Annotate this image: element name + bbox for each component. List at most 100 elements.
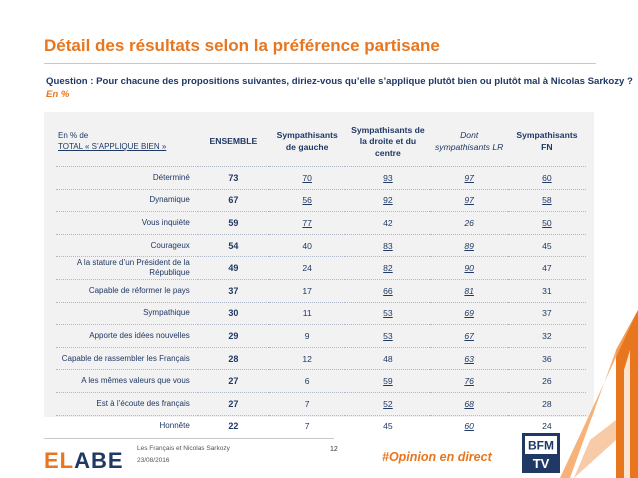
cell-ensemble: 54 — [197, 233, 269, 257]
cell-ensemble: 73 — [197, 166, 269, 190]
cell-fn: 50 — [507, 211, 586, 235]
cell-lr: 97 — [430, 166, 508, 190]
table-row: A la stature d’un Président de la Républ… — [56, 256, 586, 280]
cell-fn: 36 — [507, 346, 586, 370]
cell-droite-centre: 92 — [345, 188, 431, 212]
cell-ensemble: 29 — [197, 324, 269, 348]
row-label: Est à l’écoute des français — [56, 391, 198, 416]
cell-droite-centre: 53 — [345, 324, 431, 348]
cell-droite-centre: 93 — [345, 166, 431, 190]
footer-date: 23/08/2016 — [137, 457, 170, 465]
col-header-lr: Dont sympathisants LR — [435, 130, 504, 152]
cell-gauche: 77 — [268, 211, 346, 235]
question-text: Question : Pour chacune des propositions… — [46, 76, 633, 87]
decorative-a-shape-icon — [560, 310, 638, 478]
row-label: A la stature d’un Président de la Républ… — [56, 256, 198, 280]
results-table-panel: En % de TOTAL « S’APPLIQUE BIEN » ENSEMB… — [44, 112, 594, 438]
cell-fn: 24 — [507, 414, 586, 438]
table-row: Sympathique 30 11 53 69 37 — [56, 301, 586, 325]
cell-lr: 81 — [430, 278, 508, 303]
cell-lr: 90 — [430, 256, 508, 280]
cell-gauche: 6 — [268, 369, 346, 393]
cell-gauche: 24 — [268, 256, 346, 280]
table-body: Déterminé 73 70 93 97 60 Dynamique 67 56 92 97 58 Vo… — [56, 166, 586, 438]
row-header: En % de TOTAL « S’APPLIQUE BIEN » — [56, 118, 198, 167]
page-number: 12 — [330, 446, 338, 453]
col-header-ensemble: ENSEMBLE — [209, 136, 258, 147]
cell-lr: 97 — [430, 188, 508, 212]
cell-gauche: 56 — [268, 188, 346, 212]
cell-fn: 58 — [507, 188, 586, 212]
col-header-fn: Sympathisants FN — [516, 130, 578, 152]
cell-fn: 37 — [507, 301, 586, 325]
cell-lr: 68 — [430, 391, 508, 416]
cell-droite-centre: 66 — [345, 278, 431, 303]
cell-droite-centre: 52 — [345, 391, 431, 416]
cell-ensemble: 27 — [197, 391, 269, 416]
tv-logo-bottom-text: TV — [533, 456, 550, 471]
cell-ensemble: 49 — [197, 256, 269, 280]
row-label: Dynamique — [56, 188, 198, 212]
cell-lr: 63 — [430, 346, 508, 370]
cell-lr: 67 — [430, 324, 508, 348]
col-header-droite-centre: Sympathisants de la droite et du centre — [351, 124, 425, 158]
cell-lr: 60 — [430, 414, 508, 438]
row-label: Capable de réformer le pays — [56, 278, 198, 303]
table-header-row: En % de TOTAL « S’APPLIQUE BIEN » ENSEMB… — [56, 118, 586, 167]
table-row: Est à l’écoute des français 27 7 52 68 28 — [56, 391, 586, 416]
cell-droite-centre: 82 — [345, 256, 431, 280]
cell-fn: 45 — [507, 233, 586, 257]
cell-droite-centre: 48 — [345, 346, 431, 370]
cell-ensemble: 37 — [197, 278, 269, 303]
cell-ensemble: 67 — [197, 188, 269, 212]
tv-logo-top-text: BFM — [528, 439, 554, 453]
col-header-gauche: Sympathisants de gauche — [276, 130, 338, 152]
cell-droite-centre: 45 — [345, 414, 431, 438]
row-label: Capable de rassembler les Français — [56, 346, 198, 370]
cell-fn: 26 — [507, 369, 586, 393]
table-row: Capable de réformer le pays 37 17 66 81 31 — [56, 278, 586, 303]
table-row: Courageux 54 40 83 89 45 — [56, 233, 586, 257]
cell-gauche: 11 — [268, 301, 346, 325]
cell-ensemble: 28 — [197, 346, 269, 370]
cell-fn: 60 — [507, 166, 586, 190]
cell-gauche: 40 — [268, 233, 346, 257]
cell-droite-centre: 83 — [345, 233, 431, 257]
cell-gauche: 7 — [268, 391, 346, 416]
cell-fn: 32 — [507, 324, 586, 348]
cell-ensemble: 27 — [197, 369, 269, 393]
cell-fn: 47 — [507, 256, 586, 280]
cell-lr: 76 — [430, 369, 508, 393]
cell-ensemble: 59 — [197, 211, 269, 235]
row-label: Sympathique — [56, 301, 198, 325]
cell-lr: 89 — [430, 233, 508, 257]
row-header-line2: TOTAL « S’APPLIQUE BIEN » — [58, 142, 167, 151]
cell-gauche: 9 — [268, 324, 346, 348]
bfmtv-logo-icon: BFM TV — [522, 433, 560, 473]
cell-ensemble: 22 — [197, 414, 269, 438]
cell-fn: 28 — [507, 391, 586, 416]
cell-ensemble: 30 — [197, 301, 269, 325]
footer-study: Les Français et Nicolas Sarkozy — [137, 445, 230, 452]
footer-divider — [44, 438, 334, 439]
question-unit: En % — [46, 89, 70, 100]
row-label: Apporte des idées nouvelles — [56, 324, 198, 348]
row-label: Vous inquiète — [56, 211, 198, 235]
cell-gauche: 12 — [268, 346, 346, 370]
row-label: Déterminé — [56, 166, 198, 190]
page-title: Détail des résultats selon la préférence… — [44, 36, 440, 55]
elabe-logo: ELABE — [44, 448, 124, 473]
results-table: En % de TOTAL « S’APPLIQUE BIEN » ENSEMB… — [56, 118, 586, 438]
cell-gauche: 17 — [268, 278, 346, 303]
row-label: Honnête — [56, 414, 198, 438]
cell-droite-centre: 59 — [345, 369, 431, 393]
table-row: Apporte des idées nouvelles 29 9 53 67 32 — [56, 324, 586, 348]
cell-lr: 26 — [430, 211, 508, 235]
table-row: Capable de rassembler les Français 28 12 48… — [56, 346, 586, 370]
cell-fn: 31 — [507, 278, 586, 303]
table-row: Honnête 22 7 45 60 24 — [56, 414, 586, 438]
title-divider — [44, 63, 596, 64]
hashtag-label: #Opinion en direct — [382, 450, 492, 464]
cell-gauche: 70 — [268, 166, 346, 190]
table-row: A les mêmes valeurs que vous 27 6 59 76 26 — [56, 369, 586, 393]
